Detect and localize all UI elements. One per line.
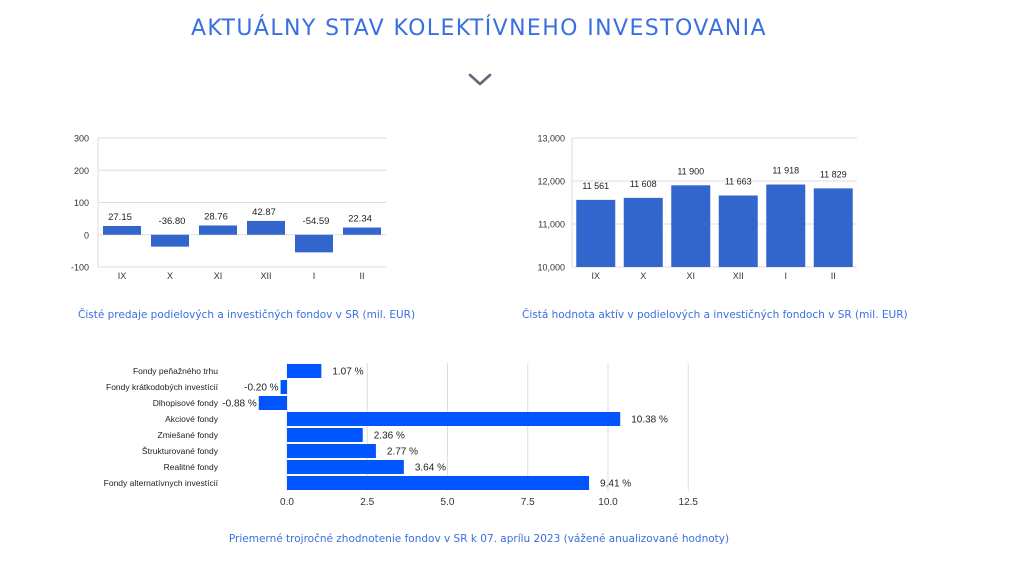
category-label: Zmiešané fondy — [158, 430, 219, 440]
bar — [199, 225, 237, 235]
data-label: -0.88 % — [222, 399, 257, 410]
data-label: 28.76 — [204, 211, 228, 222]
x-tick-label: 10.0 — [598, 497, 618, 508]
bar — [287, 476, 590, 490]
data-label: -0.20 % — [244, 383, 279, 394]
bar — [247, 220, 285, 235]
bar — [287, 444, 376, 458]
x-tick-label: 12.5 — [679, 497, 699, 508]
bar — [258, 396, 287, 410]
category-label: Akciové fondy — [165, 414, 219, 424]
data-label: 2.77 % — [387, 447, 418, 458]
x-tick-label: 7.5 — [521, 497, 535, 508]
bar — [576, 199, 616, 267]
x-tick-label: XII — [260, 271, 271, 281]
net-sales-caption: Čisté predaje podielových a investičných… — [78, 309, 416, 321]
bar — [287, 428, 363, 442]
data-label: 42.87 — [252, 207, 276, 218]
data-label: 1.07 % — [332, 367, 363, 378]
bar — [718, 195, 758, 267]
bar — [151, 234, 189, 247]
bar — [287, 364, 322, 378]
y-tick-label: 12,000 — [537, 177, 565, 187]
x-tick-label: XI — [214, 271, 223, 281]
y-tick-label: -100 — [71, 263, 89, 273]
bar — [295, 234, 333, 253]
data-label: 27.15 — [108, 212, 132, 223]
x-tick-label: II — [831, 271, 836, 281]
bar — [671, 185, 711, 267]
bar — [103, 225, 141, 235]
x-tick-label: XI — [686, 271, 695, 281]
y-tick-label: 10,000 — [537, 263, 565, 273]
category-label: Štrukturované fondy — [142, 446, 219, 456]
data-label: 3.64 % — [415, 463, 446, 474]
fund-returns-caption: Priemerné trojročné zhodnotenie fondov v… — [228, 533, 730, 545]
chevron-down-icon[interactable] — [467, 72, 493, 88]
data-label: 11 663 — [725, 176, 752, 186]
net-assets-caption: Čistá hodnota aktív v podielových a inve… — [522, 309, 908, 321]
y-tick-label: 200 — [74, 166, 89, 176]
x-tick-label: IX — [118, 271, 127, 281]
bar — [343, 227, 381, 235]
y-tick-label: 13,000 — [537, 134, 565, 144]
data-label: 22.34 — [348, 214, 372, 225]
x-tick-label: I — [313, 271, 316, 281]
category-label: Realitné fondy — [164, 462, 219, 472]
x-tick-label: XII — [733, 271, 744, 281]
category-label: Fondy krátkodobých investícií — [106, 382, 219, 392]
category-label: Fondy alternatívnych investícií — [104, 478, 219, 488]
data-label: 11 918 — [772, 166, 799, 176]
data-label: 2.36 % — [374, 431, 405, 442]
x-tick-label: 0.0 — [280, 497, 294, 508]
data-label: 11 561 — [582, 181, 609, 191]
x-tick-label: I — [784, 271, 787, 281]
x-tick-label: 5.0 — [441, 497, 455, 508]
data-label: -36.80 — [159, 216, 186, 227]
bar — [287, 460, 404, 474]
data-label: 11 829 — [820, 169, 847, 179]
x-tick-label: X — [167, 271, 173, 281]
data-label: 9.41 % — [600, 479, 631, 490]
bar — [287, 412, 621, 426]
data-label: 11 608 — [630, 179, 657, 189]
bar — [280, 380, 287, 394]
x-tick-label: II — [359, 271, 364, 281]
bar — [813, 188, 853, 267]
bar — [766, 184, 806, 267]
data-label: 11 900 — [677, 166, 704, 176]
category-label: Fondy peňažného trhu — [133, 366, 218, 376]
y-tick-label: 11,000 — [538, 220, 565, 230]
bar — [623, 197, 663, 267]
x-tick-label: IX — [591, 271, 600, 281]
x-tick-label: X — [640, 271, 646, 281]
data-label: -54.59 — [303, 216, 330, 227]
y-tick-label: 100 — [74, 198, 89, 208]
page-title: AKTUÁLNY STAV KOLEKTÍVNEHO INVESTOVANIA — [190, 16, 767, 41]
data-label: 10.38 % — [631, 415, 668, 426]
y-tick-label: 300 — [74, 134, 89, 144]
x-tick-label: 2.5 — [360, 497, 374, 508]
y-tick-label: 0 — [84, 230, 89, 240]
category-label: Dlhopisové fondy — [153, 398, 219, 408]
